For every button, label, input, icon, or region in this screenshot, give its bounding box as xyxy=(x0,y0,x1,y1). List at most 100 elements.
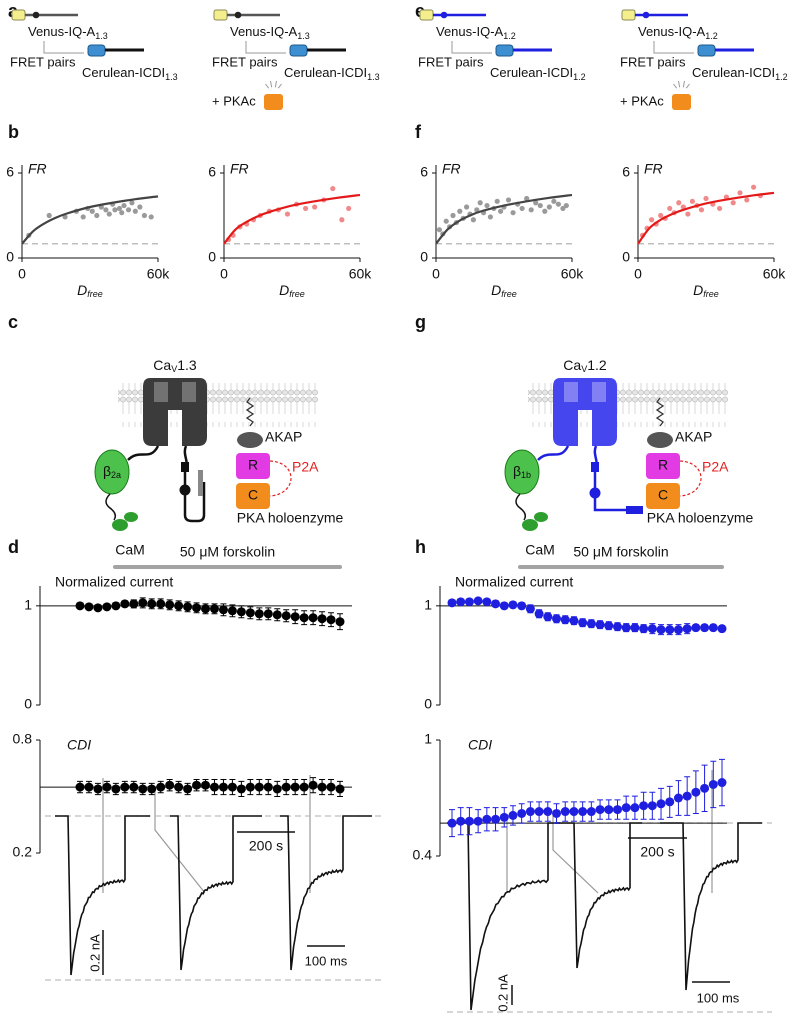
current-scale-label: 0.2 nA xyxy=(495,974,510,1012)
y-tick-label: 1 xyxy=(424,597,432,613)
data-point xyxy=(464,816,474,826)
data-point xyxy=(464,597,474,607)
cerulean-fluorophore xyxy=(495,44,514,57)
akap xyxy=(647,432,673,448)
data-point xyxy=(209,604,219,614)
y-axis-label: FR xyxy=(644,161,663,177)
iq-node xyxy=(440,11,448,19)
data-point xyxy=(508,600,518,610)
data-point xyxy=(290,782,300,792)
data-point xyxy=(102,782,112,792)
scatter-point xyxy=(524,195,530,202)
data-point xyxy=(326,615,336,625)
data-point xyxy=(245,608,255,618)
data-point xyxy=(192,603,202,613)
venus-fluorophore xyxy=(621,9,636,21)
data-point xyxy=(691,623,701,633)
y-tick-label: 0.8 xyxy=(13,731,33,747)
donor-label-part: Venus-IQ-A xyxy=(230,24,298,39)
data-point xyxy=(299,782,309,792)
data-point xyxy=(254,609,264,619)
scatter-point xyxy=(116,205,123,212)
scatter-point xyxy=(546,204,552,210)
scatter-point xyxy=(436,227,442,233)
p2a-link xyxy=(269,460,292,497)
data-point xyxy=(138,784,148,794)
data-point xyxy=(560,615,570,625)
data-point xyxy=(183,602,193,612)
data-point xyxy=(708,779,718,789)
scatter-point xyxy=(284,211,291,217)
data-point xyxy=(578,618,588,628)
scatter-point xyxy=(498,208,504,214)
data-point xyxy=(569,807,579,817)
scatter-point xyxy=(46,212,52,219)
scatter-point xyxy=(80,214,86,220)
time-scale-label: 200 s xyxy=(640,844,674,860)
channel-highlight xyxy=(564,382,606,402)
scatter-point xyxy=(103,207,109,213)
scatter-point xyxy=(730,200,736,206)
data-point xyxy=(700,783,710,793)
data-point xyxy=(129,782,139,792)
scatter-point xyxy=(494,198,500,204)
scatter-point xyxy=(528,207,534,213)
scatter-point xyxy=(477,200,483,206)
acceptor-label-part: 1.2 xyxy=(573,72,586,82)
y-axis-label: FR xyxy=(230,161,249,177)
y-tick-label: 6 xyxy=(622,164,630,180)
data-point xyxy=(595,805,605,815)
time-scale-label: 100 ms xyxy=(697,990,740,1005)
data-point xyxy=(272,610,282,620)
scatter-point xyxy=(658,212,664,219)
scatter-point xyxy=(450,212,456,219)
data-point xyxy=(218,782,228,792)
data-point xyxy=(308,613,318,623)
data-point xyxy=(75,601,85,611)
current-trace xyxy=(555,822,642,969)
scatter-point xyxy=(519,205,525,212)
lipid-anchor xyxy=(245,397,255,427)
scatter-point xyxy=(484,202,490,209)
pkac-ray xyxy=(678,80,681,88)
pcrd xyxy=(179,484,191,496)
data-point xyxy=(129,599,139,609)
scatter-point xyxy=(312,204,318,210)
pcrd xyxy=(589,487,601,499)
data-point xyxy=(120,782,130,792)
scatter-point xyxy=(537,202,543,209)
panel-label: g xyxy=(415,312,426,332)
fret-pairs-label: FRET pairs xyxy=(10,54,76,69)
data-point xyxy=(156,599,166,609)
scatter-point xyxy=(148,214,154,220)
data-point xyxy=(639,624,649,634)
x-axis-label-part: free xyxy=(87,289,103,299)
y-axis-label: CDI xyxy=(67,737,91,753)
data-point xyxy=(335,784,345,794)
scatter-point xyxy=(94,212,100,219)
data-point xyxy=(621,803,631,813)
scatter-point xyxy=(330,185,336,192)
donor-label-part: Venus-IQ-A xyxy=(28,24,96,39)
cam-label: CaM xyxy=(525,542,555,558)
y-tick-label: 0.4 xyxy=(413,847,433,863)
data-point xyxy=(525,604,535,614)
scatter-point xyxy=(560,205,566,212)
donor-label-part: Venus-IQ-A xyxy=(436,24,504,39)
data-point xyxy=(517,808,527,818)
regulatory-label: R xyxy=(248,457,258,473)
pkac-ray xyxy=(277,83,282,89)
data-point xyxy=(254,782,264,792)
y-tick-label: 0 xyxy=(6,249,14,265)
fret-connector xyxy=(43,41,84,54)
current-trace xyxy=(280,815,372,971)
cam-lobe xyxy=(522,519,538,531)
data-point xyxy=(499,601,509,611)
data-point xyxy=(612,622,622,632)
x-tick-label: 60k xyxy=(147,266,171,282)
beta-name: β xyxy=(103,463,111,479)
acceptor-label-part: 1.3 xyxy=(367,72,380,82)
data-point xyxy=(317,782,327,792)
beta-label: β2a xyxy=(103,463,121,481)
data-point xyxy=(456,597,466,607)
